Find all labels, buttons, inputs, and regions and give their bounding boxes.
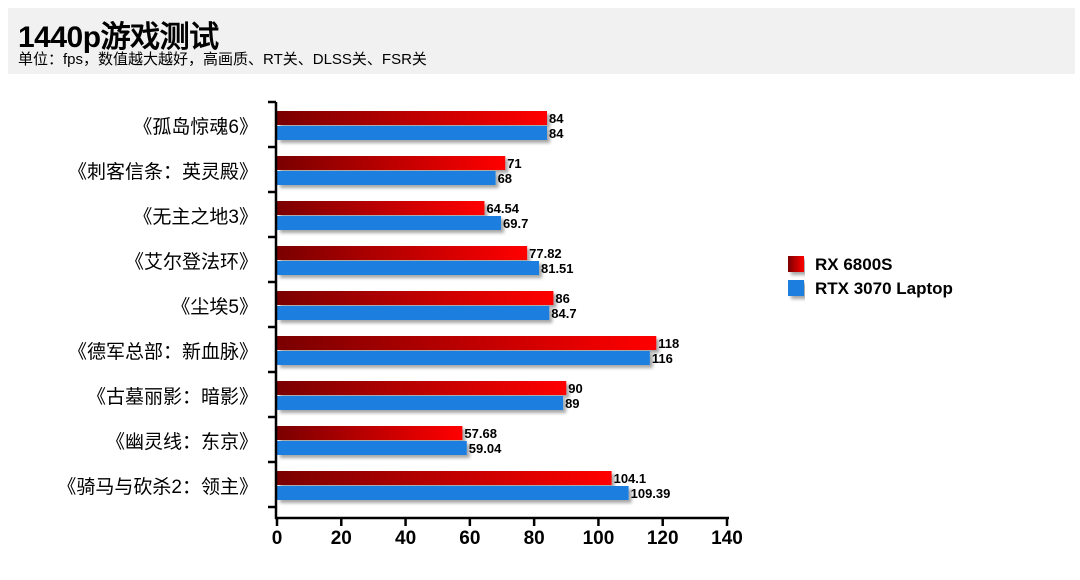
legend-label: RX 6800S (815, 255, 893, 274)
chart-subtitle: 单位：fps，数值越大越好，高画质、RT关、DLSS关、FSR关 (18, 51, 427, 68)
bar-rx-6800s (277, 201, 485, 215)
legend-swatch (788, 256, 804, 272)
data-label: 109.39 (631, 486, 671, 501)
bar-rx-6800s (277, 336, 657, 350)
data-label: 81.51 (541, 261, 574, 276)
x-tick-label: 20 (331, 528, 352, 549)
bar-rx-6800s (277, 156, 506, 170)
bar-rx-6800s (277, 426, 463, 440)
category-label: 《孤岛惊魂6》 (133, 116, 258, 138)
chart-title: 1440p游戏测试 (18, 21, 219, 54)
bar-rx-6800s (277, 471, 612, 485)
bar-rx-6800s (277, 381, 567, 395)
bar-rtx-3070-laptop (277, 216, 502, 230)
data-label: 69.7 (503, 216, 528, 231)
data-label: 116 (652, 351, 673, 366)
category-label: 《尘埃5》 (171, 296, 258, 318)
x-tick-label: 60 (459, 528, 480, 549)
legend-swatch (788, 280, 804, 296)
x-tick-label: 40 (395, 528, 416, 549)
data-label: 57.68 (464, 426, 497, 441)
data-label: 89 (565, 396, 579, 411)
x-tick-label: 100 (583, 528, 615, 549)
bar-rtx-3070-laptop (277, 126, 547, 140)
data-label: 71 (507, 156, 521, 171)
category-label: 《艾尔登法环》 (125, 251, 258, 273)
data-label: 86 (555, 291, 569, 306)
chart-header: 1440p游戏测试 单位：fps，数值越大越好，高画质、RT关、DLSS关、FS… (8, 8, 1075, 74)
legend-label: RTX 3070 Laptop (815, 279, 953, 298)
bar-rx-6800s (277, 111, 547, 125)
x-tick-label: 0 (272, 528, 283, 549)
data-label: 84.7 (551, 306, 576, 321)
data-label: 68 (498, 171, 512, 186)
bar-rtx-3070-laptop (277, 171, 496, 185)
data-label: 59.04 (469, 441, 502, 456)
bar-rtx-3070-laptop (277, 486, 629, 500)
bar-rtx-3070-laptop (277, 396, 564, 410)
bar-rtx-3070-laptop (277, 306, 550, 320)
data-label: 118 (658, 336, 679, 351)
category-label: 《德军总部：新血脉》 (68, 341, 258, 363)
bar-rtx-3070-laptop (277, 261, 539, 275)
x-tick-label: 140 (711, 528, 743, 549)
data-label: 104.1 (614, 471, 647, 486)
data-label: 84 (549, 111, 564, 126)
x-tick-label: 120 (647, 528, 679, 549)
category-label: 《无主之地3》 (133, 206, 258, 228)
bar-rtx-3070-laptop (277, 441, 467, 455)
data-label: 64.54 (486, 201, 519, 216)
category-label: 《骑马与砍杀2：领主》 (57, 476, 258, 498)
data-label: 77.82 (529, 246, 562, 261)
data-label: 84 (549, 126, 564, 141)
data-label: 90 (568, 381, 582, 396)
bar-rtx-3070-laptop (277, 351, 650, 365)
category-label: 《古墓丽影：暗影》 (87, 386, 258, 408)
bar-rx-6800s (277, 291, 554, 305)
category-label: 《刺客信条：英灵殿》 (68, 161, 258, 183)
x-tick-label: 80 (524, 528, 545, 549)
category-label: 《幽灵线：东京》 (106, 431, 258, 453)
bar-rx-6800s (277, 246, 528, 260)
